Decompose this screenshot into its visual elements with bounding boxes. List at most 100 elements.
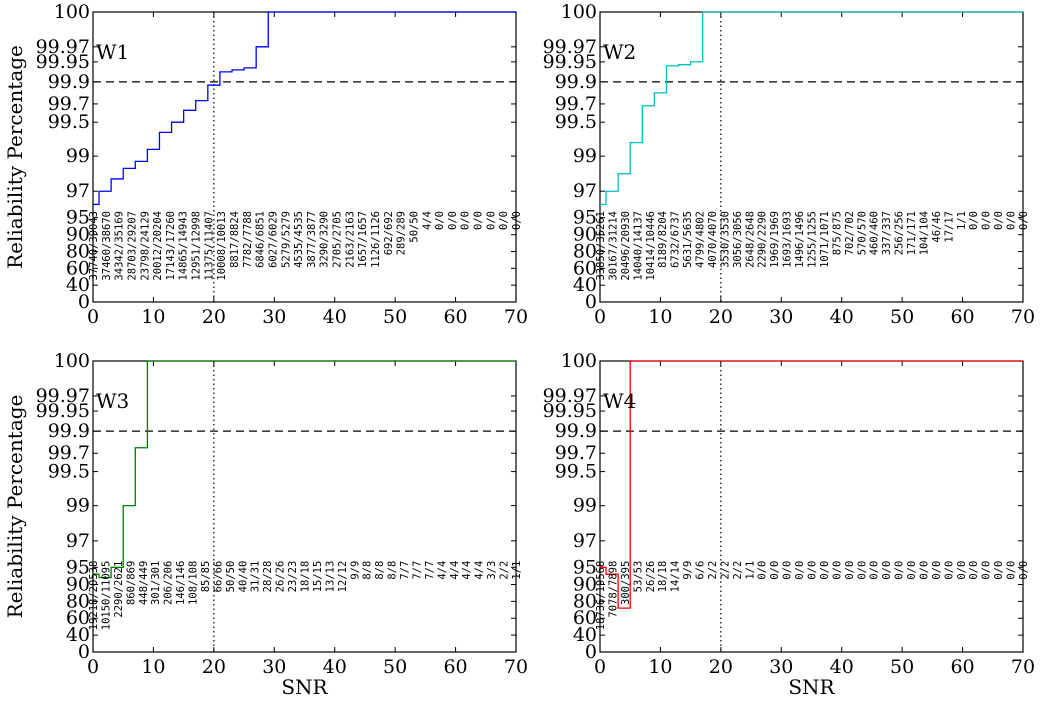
sample-count-label: 570/570 [856, 211, 868, 255]
sample-count-label: 14/14 [670, 561, 682, 593]
sample-count-label: 2/2 [707, 561, 719, 580]
sample-count-label: 448/449 [138, 561, 150, 605]
sample-count-label: 0/0 [981, 561, 993, 580]
x-tick-label: 0 [594, 306, 606, 328]
sample-count-label: 0/0 [918, 561, 930, 580]
panel-w3: 0 10 20 30 40 50 60 7004060809095979999.599.799… [3, 350, 528, 699]
sample-count-label: 0/0 [1006, 211, 1018, 230]
sample-count-label: 1969/1969 [769, 211, 781, 268]
y-tick-label: 99.95 [543, 400, 597, 422]
sample-count-label: 1/1 [956, 211, 968, 230]
sample-count-label: 0/0 [906, 561, 918, 580]
sample-count-label: 0/0 [498, 211, 510, 230]
x-tick-label: 20 [709, 306, 733, 328]
x-tick-label: 50 [890, 306, 914, 328]
y-tick-label: 99.9 [555, 71, 597, 93]
sample-count-label: 0/0 [881, 561, 893, 580]
y-tick-label: 99.97 [36, 385, 90, 407]
sample-count-label: 1496/1496 [794, 211, 806, 268]
y-tick-label: 95 [66, 556, 90, 578]
y-tick-label: 99.7 [48, 442, 90, 464]
sample-count-label: 0/0 [968, 561, 980, 580]
y-tick-label: 99.95 [36, 400, 90, 422]
plot-frame [599, 360, 1024, 653]
x-tick-label: 70 [1011, 656, 1035, 678]
sample-count-label: 5631/5635 [682, 211, 694, 268]
x-tick-label: 40 [323, 306, 347, 328]
sample-count-label: 0/0 [511, 211, 523, 230]
sample-count-label: 4/4 [449, 561, 461, 580]
sample-count-label: 50/50 [225, 561, 237, 593]
y-tick-label: 99 [66, 495, 90, 517]
sample-count-label: 20496/20930 [620, 211, 632, 281]
sample-count-label: 14040/14137 [632, 211, 644, 281]
sample-count-label: 12/12 [337, 561, 349, 593]
x-tick-label: 20 [202, 656, 226, 678]
x-tick-label: 70 [504, 656, 528, 678]
y-tick-label: 99.9 [48, 420, 90, 442]
y-tick-label: 95 [573, 207, 597, 229]
sample-count-label: 4070/4070 [707, 211, 719, 268]
y-tick-label: 90 [66, 224, 90, 246]
sample-count-label: 0/0 [473, 211, 485, 230]
y-tick-label: 99 [573, 495, 597, 517]
sample-count-label: 0/0 [956, 561, 968, 580]
x-tick-label: 60 [443, 656, 467, 678]
sample-count-label: 7/7 [399, 561, 411, 580]
x-tick-label: 30 [769, 306, 793, 328]
y-tick-label: 97 [66, 180, 90, 202]
sample-count-label: 2290/2290 [757, 211, 769, 268]
sample-count-label: 26/26 [275, 561, 287, 593]
sample-count-label: 12951/12998 [191, 211, 203, 281]
sample-count-label: 4535/4535 [293, 211, 305, 268]
y-tick-label: 100 [54, 1, 90, 23]
sample-count-label: 460/460 [869, 211, 881, 255]
x-tick-label: 10 [648, 656, 672, 678]
sample-count-label: 337/337 [881, 211, 893, 255]
sample-count-label: 2163/2163 [344, 211, 356, 268]
y-tick-label: 0 [78, 291, 90, 313]
y-tick-label: 99.95 [36, 51, 90, 73]
y-tick-label: 97 [573, 530, 597, 552]
sample-count-label: 0/0 [807, 561, 819, 580]
sample-count-label: 692/692 [383, 211, 395, 255]
sample-count-label: 7782/7788 [242, 211, 254, 268]
sample-count-label: 17/17 [943, 211, 955, 243]
sample-count-label: 33850/35261 [595, 211, 607, 281]
sample-count-label: 28/28 [262, 561, 274, 593]
sample-count-label: 31/31 [250, 561, 262, 593]
y-tick-label: 99.7 [48, 93, 90, 115]
y-tick-label: 99.9 [555, 420, 597, 442]
y-tick-label: 40 [573, 624, 597, 646]
sample-count-label: 0/0 [782, 561, 794, 580]
y-tick-label: 80 [573, 241, 597, 263]
y-tick-label: 60 [573, 607, 597, 629]
sample-count-label: 0/0 [769, 561, 781, 580]
x-axis-label: SNR [281, 675, 328, 699]
sample-count-label: 0/0 [894, 561, 906, 580]
sample-count-label: 0/0 [447, 211, 459, 230]
sample-count-label: 0/0 [757, 561, 769, 580]
x-tick-label: 20 [202, 306, 226, 328]
y-axis-label: Reliability Percentage [3, 395, 27, 619]
y-tick-label: 90 [573, 573, 597, 595]
sample-count-label: 0/0 [844, 561, 856, 580]
panel-w2: 0 10 20 30 40 50 60 7004060809095979999.599.799… [543, 1, 1036, 328]
y-tick-label: 80 [573, 590, 597, 612]
series-w2-line [600, 11, 1023, 206]
sample-count-label: 13/13 [324, 561, 336, 593]
y-tick-label: 99 [573, 145, 597, 167]
sample-count-label: 108/108 [188, 561, 200, 605]
y-tick-label: 0 [78, 641, 90, 663]
sample-count-label: 18/18 [657, 561, 669, 593]
panel-w4: 0 10 20 30 40 50 60 7004060809095979999.599.799… [543, 350, 1036, 699]
panel-label: W3 [96, 389, 129, 413]
sample-count-label: 20012/20204 [152, 211, 164, 281]
sample-count-label: 206/206 [163, 561, 175, 605]
sample-count-label: 146/146 [175, 561, 187, 605]
sample-count-label: 18736/19568 [595, 561, 607, 631]
y-tick-label: 100 [561, 350, 597, 372]
x-tick-label: 50 [890, 656, 914, 678]
sample-count-label: 23798/24129 [139, 211, 151, 281]
